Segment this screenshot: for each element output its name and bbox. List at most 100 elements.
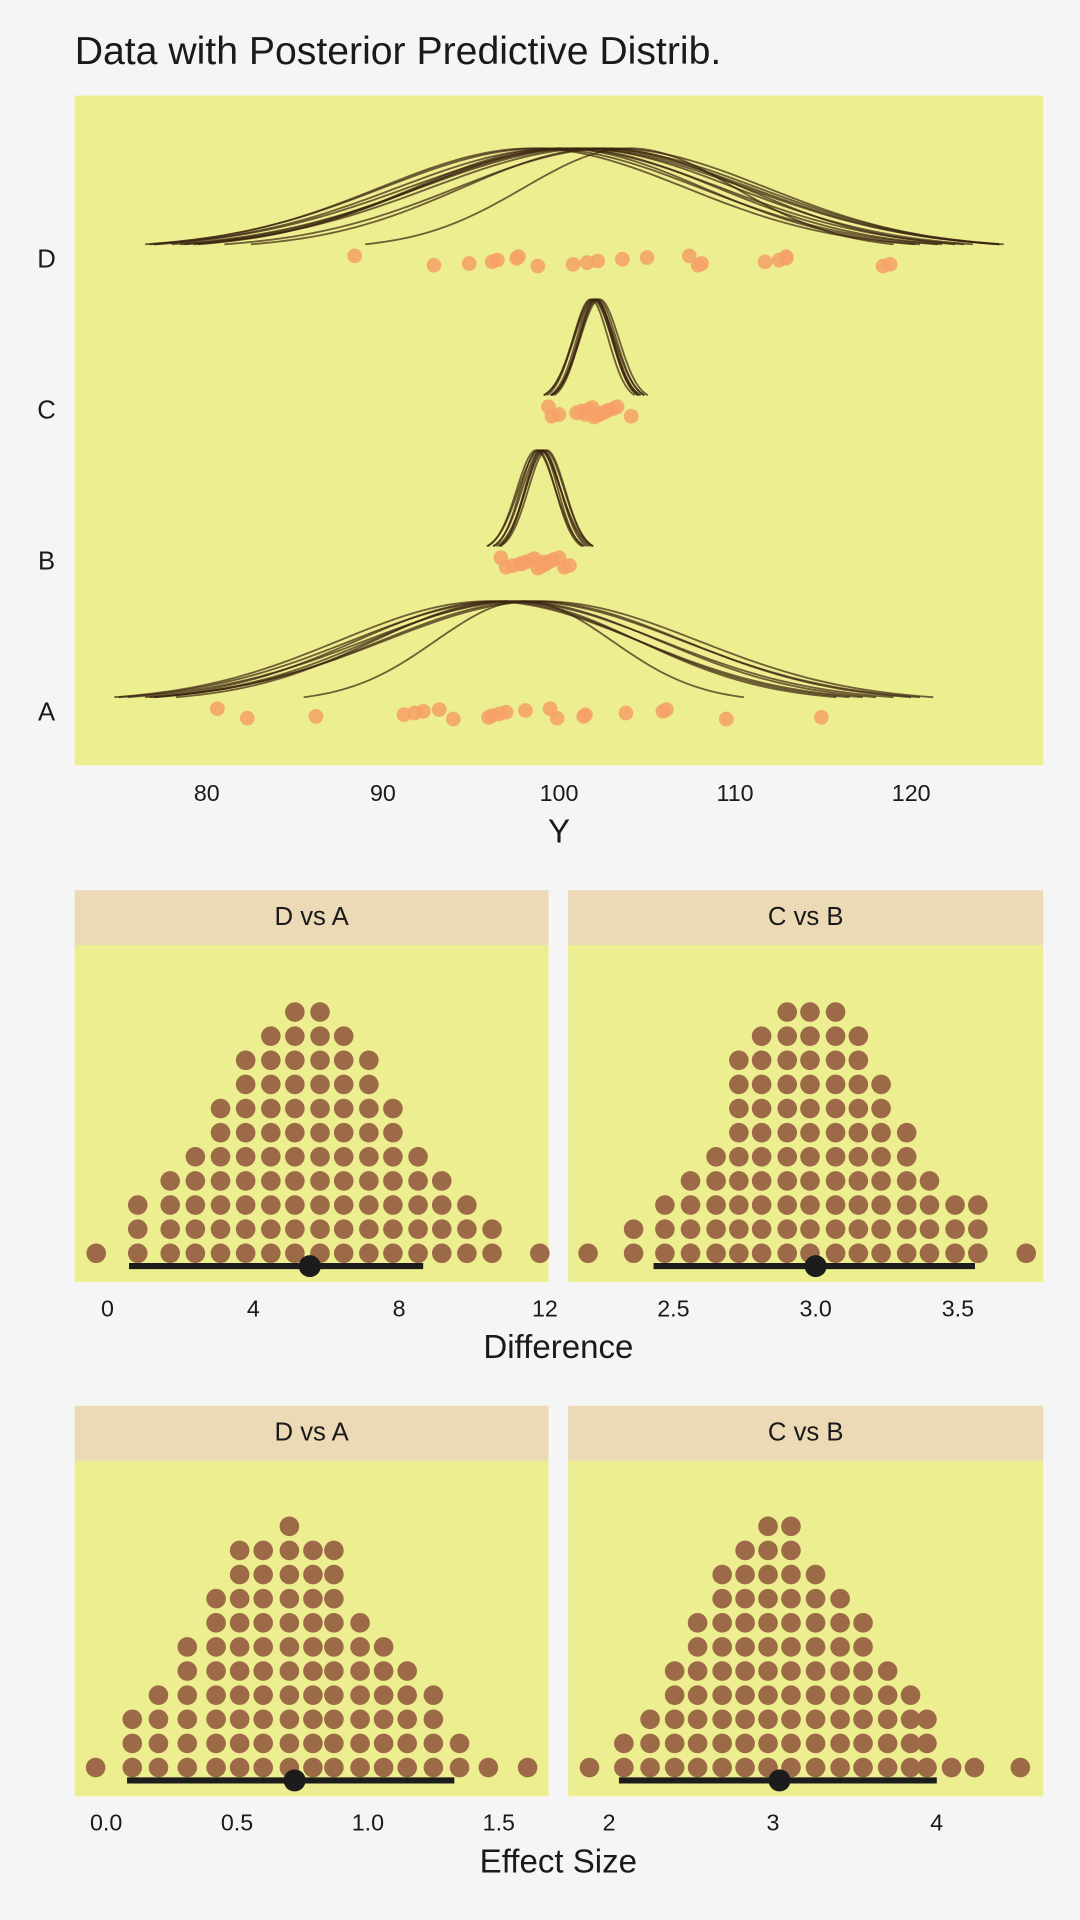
dot [431, 1219, 452, 1239]
dot [423, 1709, 444, 1730]
dot [758, 1637, 778, 1657]
dot [408, 1195, 428, 1215]
dot [253, 1685, 273, 1705]
dot [285, 1243, 305, 1264]
dot [261, 1026, 281, 1046]
dot [333, 1074, 354, 1095]
dot [310, 1026, 330, 1046]
dot [303, 1709, 323, 1730]
dot [383, 1171, 403, 1191]
dot [680, 1171, 701, 1191]
dot [781, 1733, 801, 1754]
dot [261, 1219, 281, 1239]
dot [758, 1516, 778, 1537]
dot [758, 1733, 778, 1754]
dot [373, 1661, 394, 1681]
dot [285, 1122, 305, 1143]
dot [825, 1026, 846, 1046]
dot [751, 1050, 772, 1071]
dot [383, 1098, 403, 1119]
dot [177, 1637, 198, 1657]
dot [751, 1243, 772, 1264]
dot [359, 1050, 379, 1071]
dot [735, 1709, 755, 1730]
dot [853, 1709, 873, 1730]
dot [781, 1540, 801, 1561]
dot [687, 1613, 708, 1633]
dot [735, 1540, 755, 1561]
data-point [757, 254, 773, 270]
dot [303, 1564, 323, 1585]
dot [333, 1146, 354, 1167]
dot [324, 1661, 344, 1681]
dot [919, 1243, 940, 1264]
dot [680, 1219, 701, 1239]
dot [896, 1219, 917, 1239]
dot [148, 1709, 169, 1730]
dot [261, 1171, 281, 1191]
dot [877, 1757, 898, 1778]
dot [712, 1709, 732, 1730]
dot [127, 1195, 148, 1215]
dot [968, 1243, 988, 1264]
dot [310, 1195, 330, 1215]
dot [687, 1637, 708, 1657]
point-estimate [804, 1255, 827, 1278]
dot [919, 1219, 940, 1239]
dot [687, 1661, 708, 1681]
data-point [590, 253, 606, 269]
posterior-curve [365, 147, 894, 246]
dot [919, 1195, 940, 1215]
dot [303, 1733, 323, 1754]
dot [185, 1195, 206, 1215]
data-point [239, 710, 255, 726]
dot [871, 1243, 891, 1264]
dot [664, 1733, 685, 1754]
dot [758, 1709, 778, 1730]
dot [253, 1564, 273, 1585]
dot [664, 1757, 685, 1778]
dot [781, 1564, 801, 1585]
dot [310, 1074, 330, 1095]
dot [871, 1074, 891, 1095]
dot [706, 1243, 726, 1264]
dot [235, 1074, 256, 1095]
dot [235, 1171, 256, 1191]
dot [85, 1757, 106, 1778]
dot [781, 1661, 801, 1681]
dot [805, 1757, 826, 1778]
dot [945, 1243, 965, 1264]
dot [359, 1171, 379, 1191]
dot [712, 1661, 732, 1681]
dot [303, 1588, 323, 1609]
dot [210, 1122, 231, 1143]
dot [655, 1243, 675, 1264]
dot [735, 1637, 755, 1657]
dot [777, 1146, 798, 1167]
dot [350, 1685, 370, 1705]
dot [235, 1122, 256, 1143]
dot [177, 1709, 198, 1730]
x-tick-label: 8 [393, 1295, 406, 1321]
dot [279, 1733, 300, 1754]
dot [751, 1219, 772, 1239]
dot [729, 1243, 749, 1264]
x-tick-label: 4 [247, 1295, 260, 1321]
dot [127, 1243, 148, 1264]
dot [800, 1219, 820, 1239]
dot [253, 1637, 273, 1657]
strip [74, 890, 549, 946]
data-point [681, 248, 697, 264]
dot [229, 1733, 250, 1754]
dot [825, 1098, 846, 1119]
dot [408, 1171, 428, 1191]
dot [303, 1757, 323, 1778]
dot [758, 1661, 778, 1681]
dot [350, 1757, 370, 1778]
dot [1010, 1757, 1031, 1778]
dot [825, 1243, 846, 1264]
dot [324, 1613, 344, 1633]
dot [853, 1685, 873, 1705]
strip [74, 1405, 549, 1461]
